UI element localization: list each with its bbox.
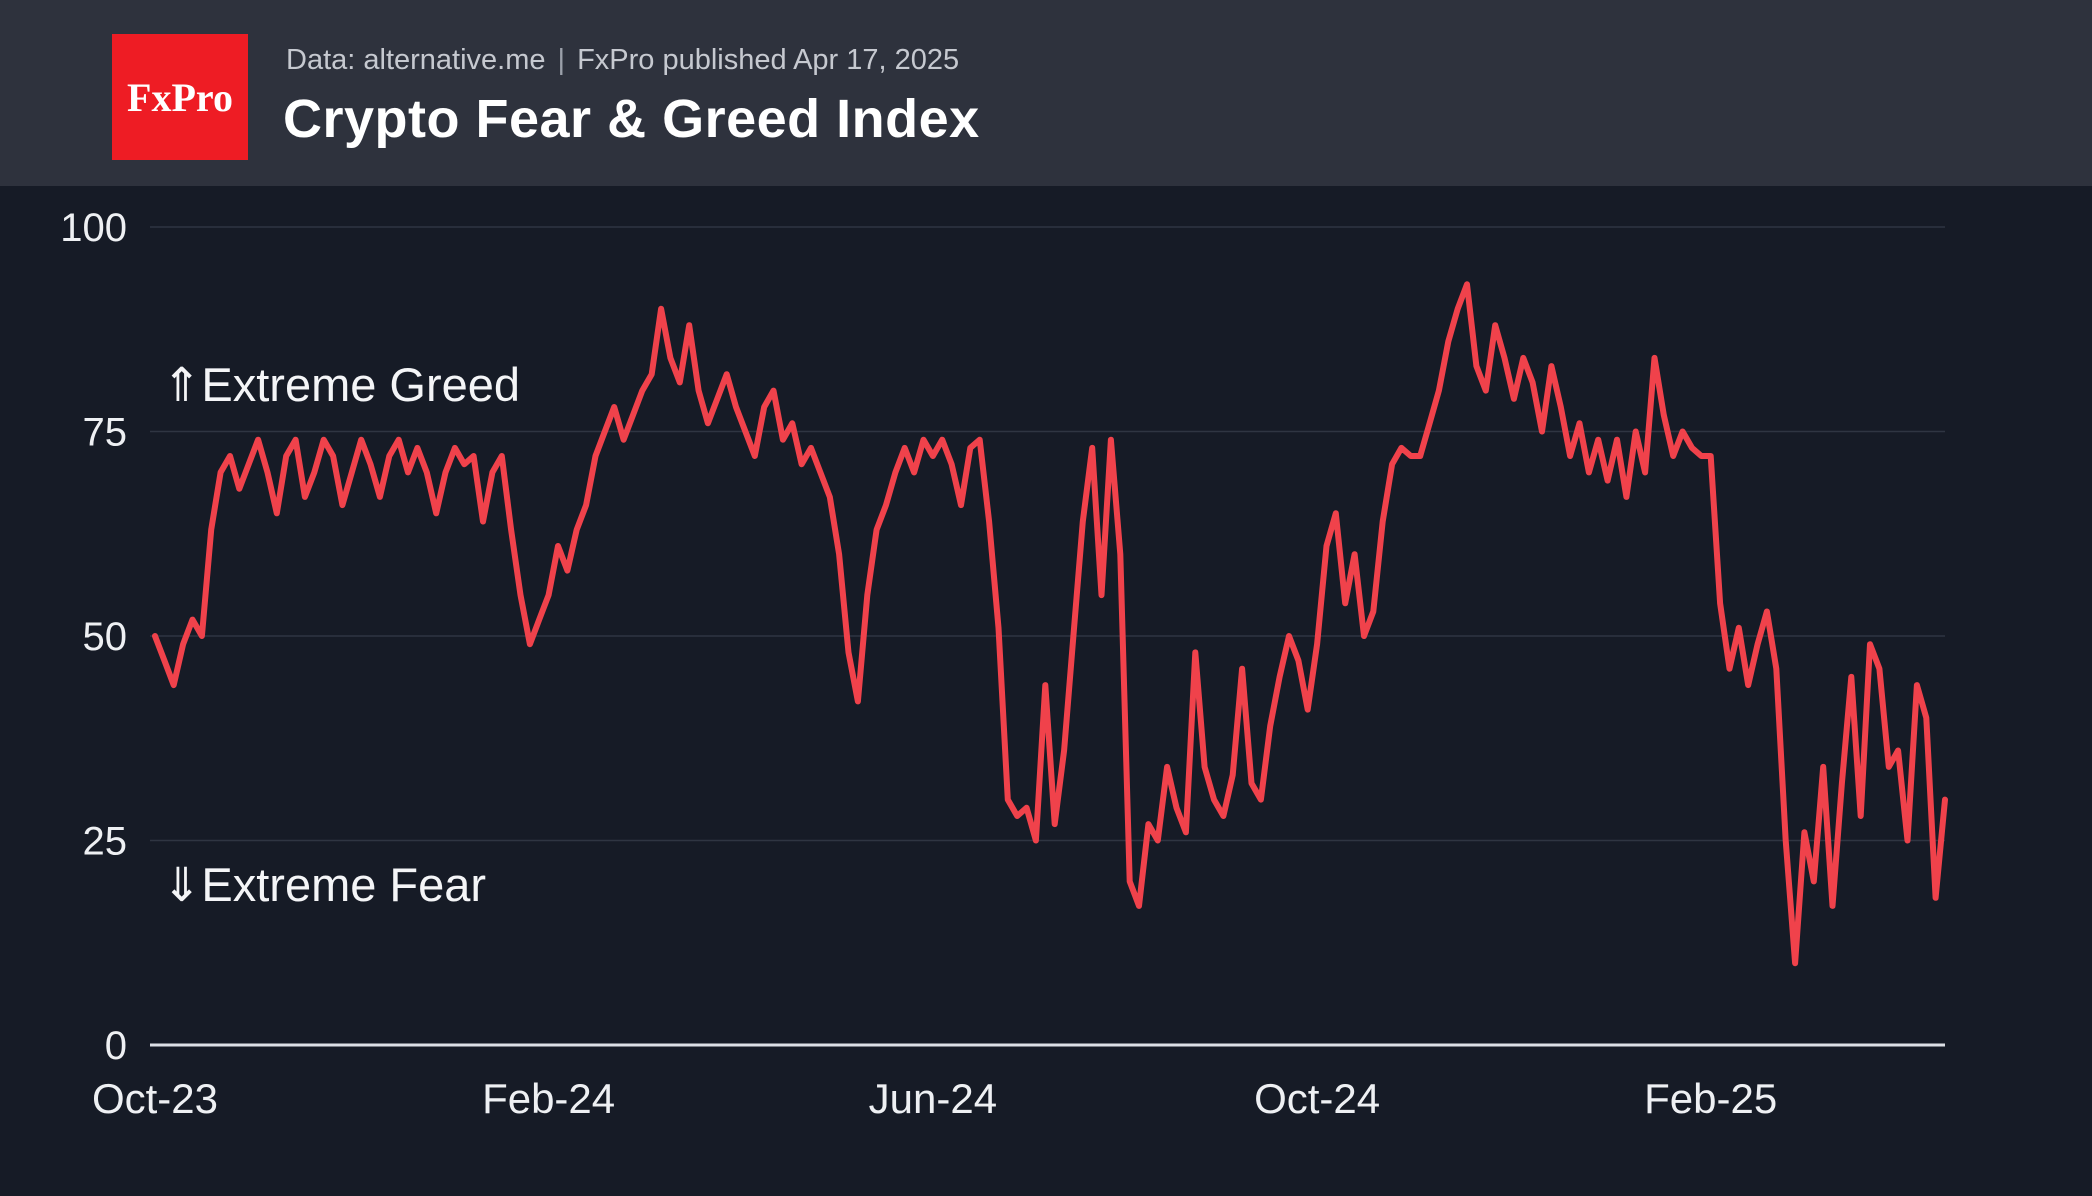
x-tick-label: Feb-24 [482, 1075, 615, 1122]
data-source-text: Data: alternative.me [286, 44, 546, 76]
down-arrow-icon: ⇓ [162, 858, 202, 911]
up-arrow-icon: ⇑ [162, 358, 202, 411]
y-tick-label: 50 [83, 615, 128, 659]
y-tick-label: 0 [105, 1024, 127, 1068]
chart-title: Crypto Fear & Greed Index [283, 89, 980, 149]
annotation-extreme-fear: ⇓Extreme Fear [162, 852, 486, 918]
x-tick-label: Oct-24 [1254, 1075, 1380, 1122]
y-tick-label: 25 [83, 820, 128, 864]
x-tick-label: Feb-25 [1644, 1075, 1777, 1122]
annotation-extreme-greed: ⇑Extreme Greed [162, 352, 520, 418]
header-bar: FxPro Data: alternative.me | FxPro publish… [0, 0, 2092, 186]
y-tick-label: 75 [83, 411, 128, 455]
x-tick-label: Jun-24 [869, 1075, 997, 1122]
fxpro-logo: FxPro [112, 34, 248, 160]
published-text: FxPro published Apr 17, 2025 [577, 44, 960, 76]
extreme-greed-label: Extreme Greed [201, 358, 521, 411]
data-source-line: Data: alternative.me | FxPro published Apr… [286, 44, 959, 77]
y-tick-label: 100 [60, 206, 127, 250]
x-tick-label: Oct-23 [92, 1075, 218, 1122]
meta-separator: | [557, 44, 566, 76]
extreme-fear-label: Extreme Fear [201, 858, 487, 911]
fxpro-logo-text: FxPro [127, 74, 233, 120]
index-line-series [152, 281, 1948, 967]
